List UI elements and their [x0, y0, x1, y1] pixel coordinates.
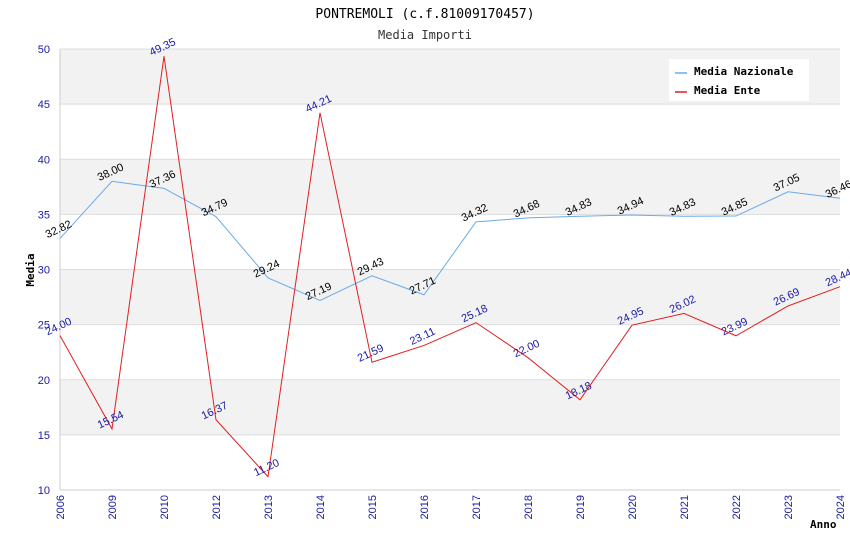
grid-band — [60, 104, 840, 160]
y-axis-title: Media — [24, 253, 37, 286]
series-lines — [59, 56, 841, 478]
axes — [59, 49, 840, 491]
x-tick-label: 2015 — [367, 495, 379, 519]
x-tick-label: 2009 — [107, 495, 119, 519]
series-line-1 — [59, 56, 841, 478]
y-tick-label: 20 — [38, 375, 50, 387]
x-tick-label: 2016 — [419, 495, 431, 519]
y-tick-labels: 10 15 20 25 30 35 40 45 50 — [38, 44, 50, 497]
series-line-0 — [59, 180, 841, 302]
x-tick-label: 2021 — [679, 495, 691, 519]
x-tick-label: 2022 — [731, 495, 743, 519]
x-tick-label: 2024 — [835, 495, 847, 519]
x-tick-label: 2020 — [627, 495, 639, 519]
y-tick-label: 35 — [38, 209, 50, 221]
chart-title: PONTREMOLI (c.f.81009170457) — [315, 7, 534, 22]
y-tick-label: 40 — [38, 154, 50, 166]
x-tick-label: 2017 — [471, 495, 483, 519]
x-tick-label: 2013 — [263, 495, 275, 519]
grid-band — [60, 214, 840, 270]
x-tick-label: 2014 — [315, 495, 327, 519]
x-tick-label: 2012 — [211, 495, 223, 519]
legend-box — [669, 59, 809, 101]
x-tick-label: 2023 — [783, 495, 795, 519]
legend-label-media-ente: Media Ente — [694, 84, 761, 97]
chart-subtitle: Media Importi — [378, 28, 472, 42]
y-tick-label: 30 — [38, 265, 50, 277]
x-tick-label: 2018 — [523, 495, 535, 519]
x-axis-title: Anno — [810, 518, 837, 531]
y-tick-label: 15 — [38, 430, 50, 442]
legend-label-media-nazionale: Media Nazionale — [694, 65, 794, 78]
legend: Media Nazionale Media Ente — [669, 59, 809, 101]
y-tick-label: 50 — [38, 44, 50, 56]
grid-band — [60, 159, 840, 215]
grid-band — [60, 269, 840, 325]
x-tick-label: 2019 — [575, 495, 587, 519]
grid-band — [60, 434, 840, 490]
x-tick-labels: 2006 2009 2010 2012 2013 2014 2015 2016 2017 2018… — [55, 495, 847, 519]
grid-band — [60, 379, 840, 435]
y-tick-label: 45 — [38, 99, 50, 111]
x-tick-label: 2006 — [55, 495, 67, 519]
y-tick-label: 25 — [38, 320, 50, 332]
x-tick-label: 2010 — [159, 495, 171, 519]
y-tick-label: 10 — [38, 485, 50, 497]
plot-background-bands — [60, 48, 840, 491]
